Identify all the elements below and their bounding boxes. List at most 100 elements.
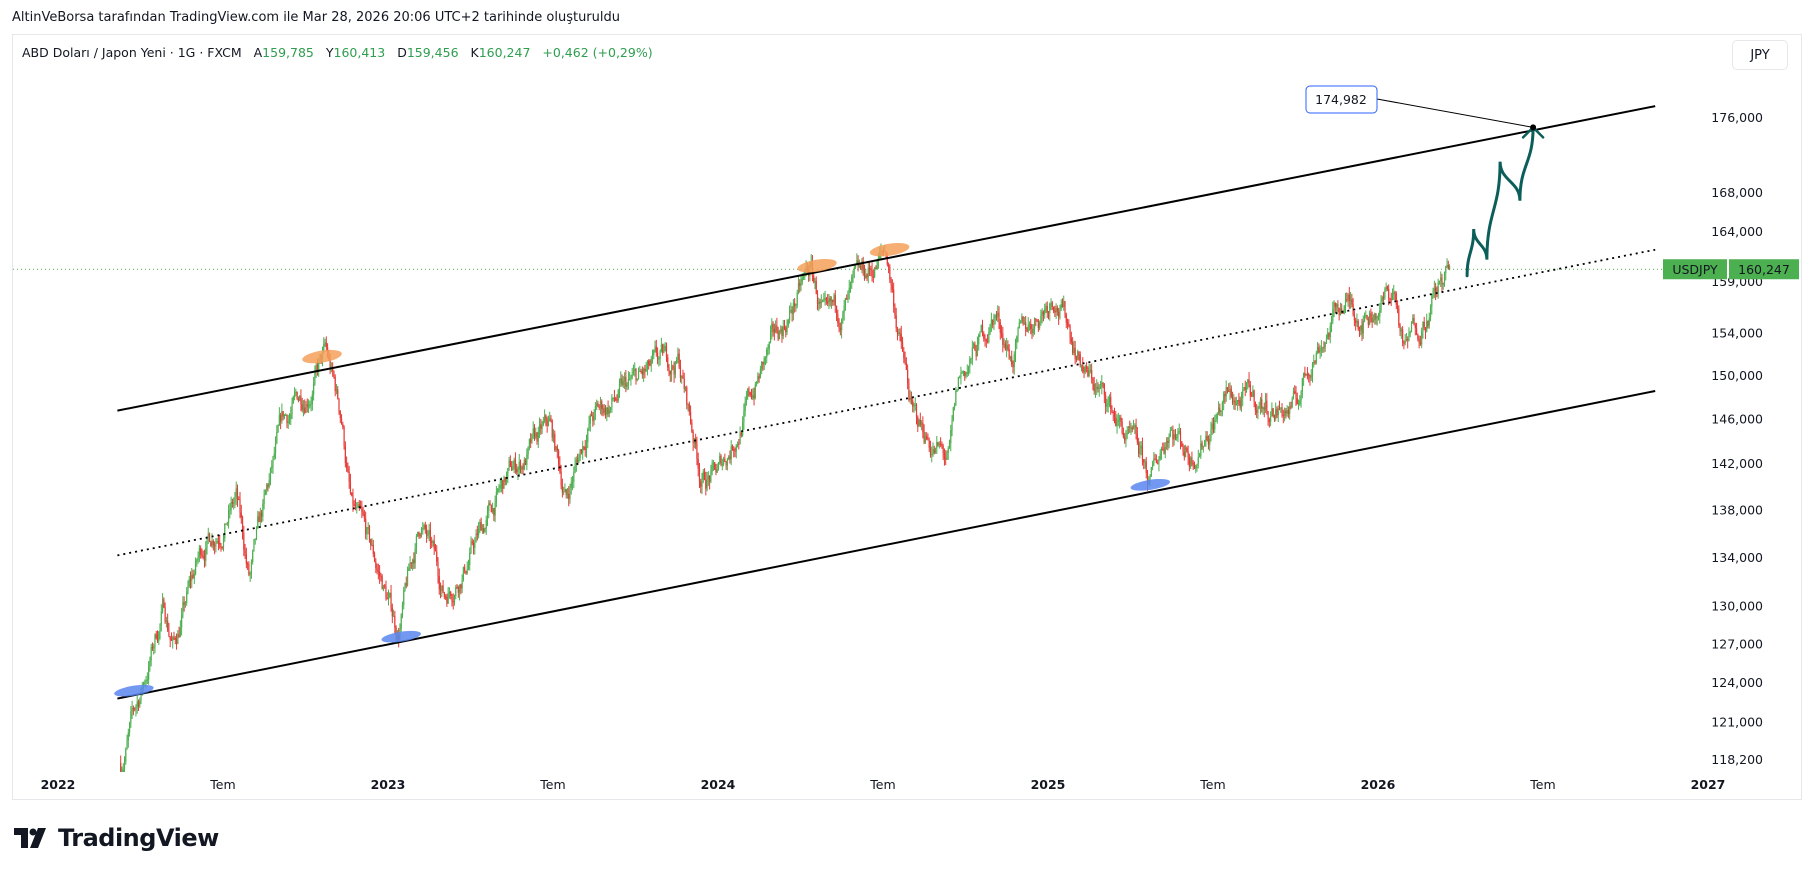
candle-body [446, 596, 448, 604]
candle-body [377, 570, 379, 572]
candle [1291, 396, 1293, 409]
channel-upper-line[interactable] [117, 105, 1656, 412]
candle-body [184, 602, 187, 605]
candle-body [583, 446, 585, 448]
candle [335, 384, 338, 395]
candle [385, 580, 387, 601]
candle [914, 397, 916, 411]
candle [844, 297, 847, 311]
target-label-box[interactable] [1305, 85, 1378, 114]
candle-body [915, 404, 918, 418]
candle-body [994, 315, 996, 318]
projection-arrow[interactable] [1465, 125, 1535, 278]
candle [1242, 382, 1244, 407]
candle [867, 262, 869, 284]
candle [1379, 303, 1381, 324]
candle [343, 425, 345, 450]
candle [186, 587, 188, 606]
candle [353, 500, 355, 507]
candle [1023, 316, 1025, 325]
candle-body [427, 533, 429, 536]
candle [724, 453, 726, 463]
candle [583, 445, 585, 451]
top-touch-marker[interactable] [869, 241, 910, 259]
candle [952, 406, 954, 422]
candle-body [1403, 342, 1405, 344]
currency-button[interactable]: JPY [1732, 40, 1788, 70]
candle-body [1249, 384, 1251, 396]
candle [170, 632, 173, 641]
candle-body [1320, 347, 1322, 351]
candle [1212, 417, 1215, 434]
candle [1014, 338, 1017, 363]
candle [1239, 396, 1241, 411]
candle-body [1159, 453, 1161, 460]
candle-body [1000, 332, 1003, 334]
candle [241, 515, 244, 540]
symbol-name[interactable]: ABD Doları / Japon Yeni · 1G · FXCM [22, 45, 242, 60]
candle-body [603, 408, 605, 413]
price-axis-label: 124,000 [1711, 675, 1763, 690]
candle-body [1178, 431, 1180, 433]
candle-body [1442, 282, 1444, 285]
candle [651, 349, 654, 364]
candle [667, 354, 669, 372]
candle [995, 310, 998, 321]
candle-body [937, 442, 939, 446]
candle [983, 331, 985, 342]
bottom-touch-marker[interactable] [1130, 477, 1171, 493]
price-axis-label: 134,000 [1711, 550, 1763, 565]
candle-body [1256, 410, 1258, 413]
candle-body [1440, 277, 1442, 281]
candle [1337, 300, 1339, 313]
candle [744, 396, 746, 417]
candle [1177, 428, 1179, 443]
target-point[interactable] [1530, 124, 1537, 131]
candle [518, 453, 520, 477]
candle [296, 391, 298, 400]
candle-body [889, 266, 891, 280]
candle-body [127, 732, 129, 741]
top-touch-marker[interactable] [301, 348, 342, 366]
candle [1026, 327, 1028, 332]
candle-body [990, 319, 992, 325]
candle-body [700, 481, 702, 487]
candle-body [1181, 441, 1183, 447]
candle [125, 747, 127, 765]
candle-body [568, 493, 570, 499]
candle [1347, 293, 1349, 307]
channel-lower-line[interactable] [117, 389, 1656, 700]
candle-body [489, 503, 491, 506]
candle-body [1039, 322, 1041, 328]
bottom-touch-marker[interactable] [113, 683, 154, 699]
candle-body [953, 405, 956, 408]
candle-body [1016, 336, 1018, 343]
candle-body [214, 545, 216, 547]
candle-body [815, 280, 817, 294]
candle-body [254, 538, 256, 540]
candle-body [258, 516, 260, 522]
bottom-touch-marker[interactable] [381, 629, 422, 645]
candle-body [1158, 459, 1160, 464]
candle [827, 294, 829, 307]
candle-body [1294, 391, 1296, 394]
candle [238, 496, 240, 501]
candle [346, 456, 348, 472]
candle-body [893, 289, 895, 307]
candle [764, 356, 767, 366]
candle [431, 536, 433, 549]
candle-body [676, 360, 678, 363]
candle-body [997, 312, 999, 317]
candle-body [445, 596, 447, 598]
candle [573, 466, 575, 489]
top-touch-marker[interactable] [796, 257, 837, 275]
candle [750, 388, 753, 400]
tradingview-logo[interactable]: TradingView [14, 824, 219, 852]
candle [631, 367, 633, 380]
candle-body [908, 383, 910, 400]
candle-body [239, 499, 241, 513]
candle [918, 418, 920, 427]
channel-middle-dotted-line[interactable] [117, 248, 1656, 557]
candle-body [876, 261, 878, 270]
